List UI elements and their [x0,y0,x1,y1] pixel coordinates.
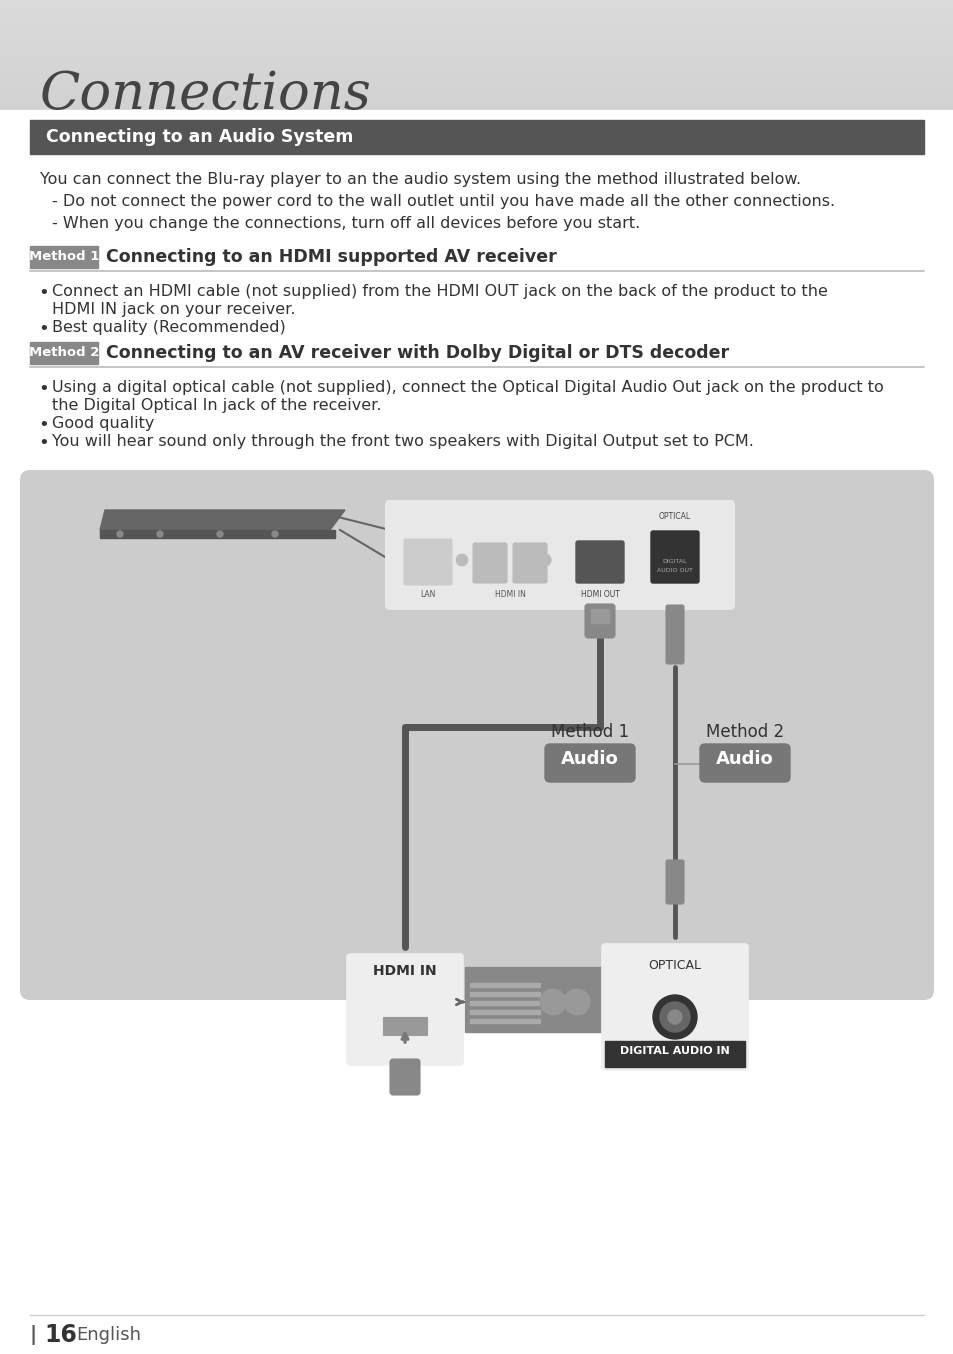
Text: Using a digital optical cable (not supplied), connect the Optical Digital Audio : Using a digital optical cable (not suppl… [52,380,882,395]
FancyBboxPatch shape [700,743,789,783]
Text: 16: 16 [44,1323,77,1347]
FancyBboxPatch shape [473,543,506,584]
Text: HDMI IN: HDMI IN [373,964,436,978]
Text: Connecting to an AV receiver with Dolby Digital or DTS decoder: Connecting to an AV receiver with Dolby … [106,344,728,362]
Text: Connect an HDMI cable (not supplied) from the HDMI OUT jack on the back of the p: Connect an HDMI cable (not supplied) fro… [52,284,827,299]
Text: DIGITAL AUDIO IN: DIGITAL AUDIO IN [619,1047,729,1056]
Text: Method 1: Method 1 [551,723,628,741]
Circle shape [539,988,565,1016]
Bar [100,529,335,538]
Text: English: English [76,1326,141,1345]
Circle shape [216,531,223,538]
Text: Method 2: Method 2 [705,723,783,741]
FancyBboxPatch shape [347,955,462,1066]
FancyBboxPatch shape [20,470,933,1001]
Polygon shape [100,510,345,529]
Bar [470,1001,539,1005]
Circle shape [667,1010,681,1024]
Bar [470,1010,539,1014]
FancyBboxPatch shape [576,542,623,584]
Bar [382,1017,427,1034]
Circle shape [563,988,589,1016]
Text: •: • [38,416,49,435]
Text: HDMI OUT: HDMI OUT [580,590,618,598]
Text: •: • [38,320,49,338]
Circle shape [652,995,697,1039]
Circle shape [272,531,277,538]
Text: Connections: Connections [40,69,372,121]
FancyBboxPatch shape [584,604,615,638]
Bar [470,992,539,997]
Text: |: | [30,1326,37,1345]
FancyBboxPatch shape [403,539,452,585]
Text: AUDIO OUT: AUDIO OUT [657,567,692,573]
FancyBboxPatch shape [665,860,683,904]
Text: HDMI IN jack on your receiver.: HDMI IN jack on your receiver. [52,302,295,317]
Text: You can connect the Blu-ray player to an the audio system using the method illus: You can connect the Blu-ray player to an… [40,172,801,187]
Text: You will hear sound only through the front two speakers with Digital Output set : You will hear sound only through the fro… [52,435,753,450]
Circle shape [117,531,123,538]
Text: Audio: Audio [560,750,618,768]
FancyBboxPatch shape [544,743,635,783]
Text: the Digital Optical In jack of the receiver.: the Digital Optical In jack of the recei… [52,398,381,413]
Text: Method 1: Method 1 [29,250,99,264]
Text: - When you change the connections, turn off all devices before you start.: - When you change the connections, turn … [52,217,639,232]
Circle shape [157,531,163,538]
Circle shape [659,1002,689,1032]
FancyBboxPatch shape [386,501,733,609]
Text: OPTICAL: OPTICAL [648,959,700,972]
Bar [30,121,923,154]
Text: Connecting to an HDMI supported AV receiver: Connecting to an HDMI supported AV recei… [106,248,557,265]
Text: •: • [38,284,49,302]
Bar [470,983,539,987]
Text: Best quality (Recommended): Best quality (Recommended) [52,320,286,334]
Circle shape [538,554,551,566]
Text: Audio: Audio [716,750,773,768]
Text: •: • [38,380,49,398]
Text: HDMI IN: HDMI IN [494,590,525,598]
Text: OPTICAL: OPTICAL [659,512,690,521]
Bar [470,1020,539,1024]
Text: Good quality: Good quality [52,416,154,431]
Text: Method 2: Method 2 [29,347,99,360]
FancyBboxPatch shape [665,605,683,663]
Bar [464,967,604,1032]
FancyBboxPatch shape [601,944,747,1070]
Bar [30,246,98,268]
Bar [30,343,98,364]
Text: - Do not connect the power cord to the wall outlet until you have made all the o: - Do not connect the power cord to the w… [52,194,834,209]
Text: DIGITAL: DIGITAL [662,559,686,565]
FancyBboxPatch shape [650,531,699,584]
Circle shape [456,554,468,566]
Bar [590,609,608,623]
Text: Connecting to an Audio System: Connecting to an Audio System [46,129,353,146]
Text: LAN: LAN [420,590,436,598]
FancyBboxPatch shape [513,543,546,584]
FancyBboxPatch shape [390,1059,419,1095]
Bar [604,1041,744,1067]
Text: •: • [38,435,49,452]
